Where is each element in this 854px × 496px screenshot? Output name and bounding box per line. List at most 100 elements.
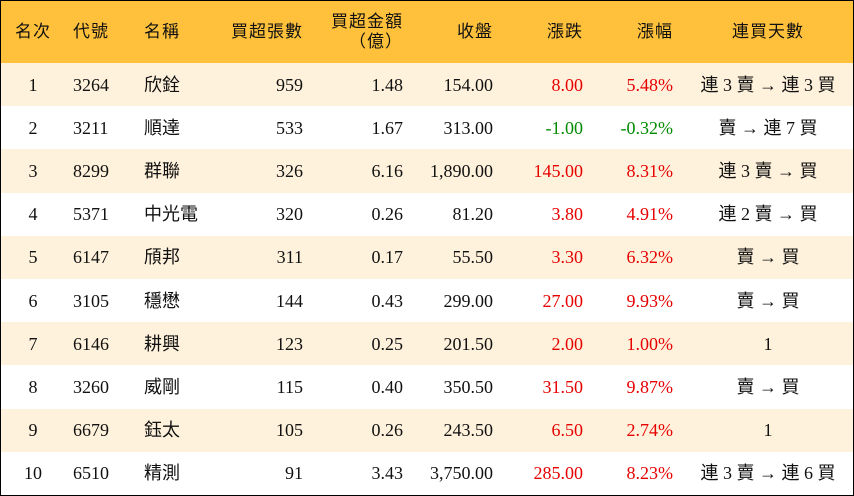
cell-text: 5 — [28, 247, 38, 268]
table-cell: 201.50 — [401, 322, 494, 365]
cell-text: 7 — [28, 333, 38, 354]
cell-text: 3 — [28, 160, 38, 181]
table-cell: 4 — [1, 193, 65, 236]
table-row: 2 3211 順達 533 1.67 313.00 -1.00 -0.32% 賣 → 連 7 買 — [1, 106, 853, 149]
table-cell: 350.50 — [401, 365, 494, 408]
cell-text: 299.00 — [443, 290, 494, 311]
cell-text: 3,750.00 — [430, 463, 493, 484]
cell-text: 320 — [276, 204, 303, 225]
cell-text: 81.20 — [452, 204, 494, 225]
cell-text: 0.25 — [371, 333, 404, 354]
cell-text: 6146 — [73, 333, 109, 354]
cell-text: 8.23% — [626, 463, 674, 484]
cell-text: 3264 — [73, 74, 109, 95]
table-cell: 6.50 — [491, 409, 584, 452]
table-cell: 0.43 — [311, 279, 404, 322]
table-cell: 8 — [1, 365, 65, 408]
table-cell: 0.26 — [311, 193, 404, 236]
table-cell: 145.00 — [491, 149, 584, 192]
cell-text: 6.32% — [626, 247, 674, 268]
header-text: 漲幅 — [637, 22, 673, 41]
cell-text: 3260 — [73, 376, 109, 397]
cell-text: 1 — [28, 74, 38, 95]
cell-text: 5371 — [73, 204, 109, 225]
cell-text: 6 — [28, 290, 38, 311]
cell-text: 1.00% — [626, 333, 674, 354]
cell-text: 0.17 — [371, 247, 404, 268]
table-cell: 群聯 — [144, 149, 224, 192]
cell-text: 賣 → 買 — [736, 376, 800, 397]
cell-text: 55.50 — [452, 247, 494, 268]
table-cell: 1 — [683, 409, 853, 452]
table-row: 10 6510 精測 91 3.43 3,750.00 285.00 8.23% 連 3 賣 →… — [1, 452, 853, 495]
table-cell: 0.17 — [311, 236, 404, 279]
table-cell: 31.50 — [491, 365, 584, 408]
table-cell: 8299 — [73, 149, 133, 192]
cell-text: 連 2 賣 → 買 — [718, 204, 818, 225]
table-cell: 5 — [1, 236, 65, 279]
table-cell: -1.00 — [491, 106, 584, 149]
table-cell: 2 — [1, 106, 65, 149]
table-cell: 連 3 賣 → 連 6 買 — [683, 452, 853, 495]
table-row: 8 3260 威剛 115 0.40 350.50 31.50 9.87% 賣 → 買 — [1, 365, 853, 408]
cell-text: 0.40 — [371, 376, 404, 397]
table-cell: 8.23% — [581, 452, 674, 495]
header-text: 收盤 — [457, 22, 493, 41]
table-cell: 1,890.00 — [401, 149, 493, 192]
cell-text: 賣 → 連 7 買 — [718, 117, 818, 138]
cell-text: 27.00 — [542, 290, 584, 311]
table-cell: 賣 → 買 — [683, 279, 853, 322]
table-row: 6 3105 穩懋 144 0.43 299.00 27.00 9.93% 賣 → 買 — [1, 279, 853, 322]
cell-text: 3.43 — [371, 463, 404, 484]
table-cell: 533 — [211, 106, 303, 149]
cell-text: 頎邦 — [144, 247, 180, 268]
cell-text: 6679 — [73, 420, 109, 441]
cell-text: 4 — [28, 204, 38, 225]
cell-text: 0.26 — [371, 420, 404, 441]
header-row: 名次 代號 名稱 買超張數 買超金額 （億） 收盤 漲跌 漲幅 連買天數 — [1, 1, 853, 63]
cell-text: 243.50 — [443, 420, 494, 441]
table-cell: 順達 — [144, 106, 224, 149]
header-cell: 漲跌 — [491, 1, 583, 63]
table-cell: 連 3 賣 → 買 — [683, 149, 853, 192]
cell-text: 欣銓 — [144, 74, 180, 95]
cell-text: 賣 → 買 — [736, 290, 800, 311]
table-cell: 9.87% — [581, 365, 674, 408]
cell-text: 105 — [276, 420, 303, 441]
cell-text: 1.48 — [371, 74, 404, 95]
header-cell: 買超張數 — [211, 1, 303, 63]
header-text: 買超張數 — [231, 22, 303, 41]
table-cell: 320 — [211, 193, 303, 236]
table-cell: 3264 — [73, 63, 133, 106]
cell-text: 145.00 — [533, 160, 584, 181]
table-row: 7 6146 耕興 123 0.25 201.50 2.00 1.00% 1 — [1, 322, 853, 366]
cell-text: 中光電 — [144, 204, 198, 225]
table-cell: 耕興 — [144, 322, 224, 365]
cell-text: 326 — [276, 160, 303, 181]
table-cell: 1.00% — [581, 322, 674, 365]
cell-text: 350.50 — [443, 376, 494, 397]
cell-text: 耕興 — [144, 333, 180, 354]
table-cell: 3105 — [73, 279, 133, 322]
cell-text: 313.00 — [443, 117, 494, 138]
header-text: 名次 — [15, 22, 51, 41]
header-text: 買超金額 — [331, 12, 403, 31]
header-cell: 買超金額 （億） — [311, 1, 403, 63]
table-cell: 5371 — [73, 193, 133, 236]
table-cell: 8.00 — [491, 63, 584, 106]
cell-text: 3211 — [73, 117, 109, 138]
cell-text: 賣 → 買 — [736, 247, 800, 268]
table-cell: 9 — [1, 409, 65, 452]
header-cell: 連買天數 — [683, 1, 853, 63]
table-cell: 0.25 — [311, 322, 404, 365]
cell-text: 1.67 — [371, 117, 404, 138]
table-cell: 3.43 — [311, 452, 404, 495]
table-cell: 55.50 — [401, 236, 494, 279]
table-cell: 81.20 — [401, 193, 494, 236]
table-row: 3 8299 群聯 326 6.16 1,890.00 145.00 8.31% 連 3 賣 →… — [1, 149, 853, 193]
cell-text: 1,890.00 — [430, 160, 493, 181]
cell-text: 9.93% — [626, 290, 674, 311]
header-text: （億） — [349, 32, 403, 51]
cell-text: 精測 — [144, 463, 180, 484]
table-cell: 4.91% — [581, 193, 674, 236]
